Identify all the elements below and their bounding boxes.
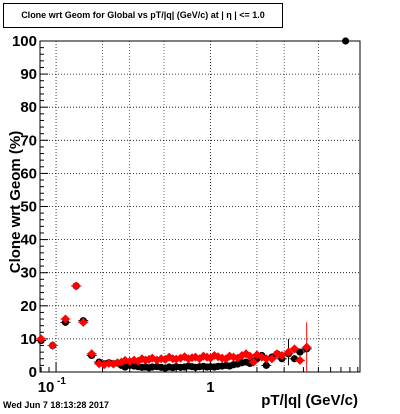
- y-tick-label: 40: [20, 232, 37, 249]
- y-tick-label: 30: [20, 265, 37, 282]
- x-tick-label: 1: [206, 379, 214, 396]
- y-tick-label: 0: [29, 364, 37, 381]
- y-tick-label: 70: [20, 132, 37, 149]
- y-axis-label: Clone wrt Geom (%): [7, 131, 24, 274]
- data-point-diamond: [249, 357, 259, 367]
- data-point-diamond: [289, 344, 299, 354]
- data-point-diamond: [36, 334, 46, 344]
- y-tick-label: 60: [20, 165, 37, 182]
- y-tick-label: 90: [20, 66, 37, 83]
- data-point-diamond: [302, 342, 312, 352]
- x-axis-label: pT/|q| (GeV/c): [261, 392, 358, 409]
- y-tick-label: 100: [12, 33, 37, 50]
- timestamp-footer: Wed Jun 7 18:13:28 2017: [3, 400, 109, 410]
- data-point-diamond: [245, 351, 255, 361]
- data-point-diamond: [267, 354, 277, 364]
- y-tick-label: 80: [20, 99, 37, 116]
- data-points: [36, 37, 351, 372]
- x-tick-label-exponent: -1: [57, 376, 66, 387]
- data-point-circle: [262, 361, 270, 369]
- data-point-diamond: [78, 317, 88, 327]
- y-tick-label: 20: [20, 298, 37, 315]
- y-tick-label: 10: [20, 331, 37, 348]
- data-point-circle: [296, 348, 304, 356]
- x-tick-label: 10: [38, 379, 55, 396]
- data-point-diamond: [71, 281, 81, 291]
- y-tick-label: 50: [20, 199, 37, 216]
- data-point-diamond: [48, 341, 58, 351]
- data-point-diamond: [60, 314, 70, 324]
- data-point-diamond: [261, 354, 271, 364]
- data-point-diamond: [295, 355, 305, 365]
- grid-lines: [40, 41, 360, 372]
- data-point-diamond: [277, 350, 287, 360]
- data-point-circle: [341, 37, 350, 45]
- chart-title: Clone wrt Geom for Global vs pT/|q| (GeV…: [3, 3, 283, 28]
- data-point-diamond: [283, 347, 293, 357]
- data-point-diamond: [87, 349, 97, 359]
